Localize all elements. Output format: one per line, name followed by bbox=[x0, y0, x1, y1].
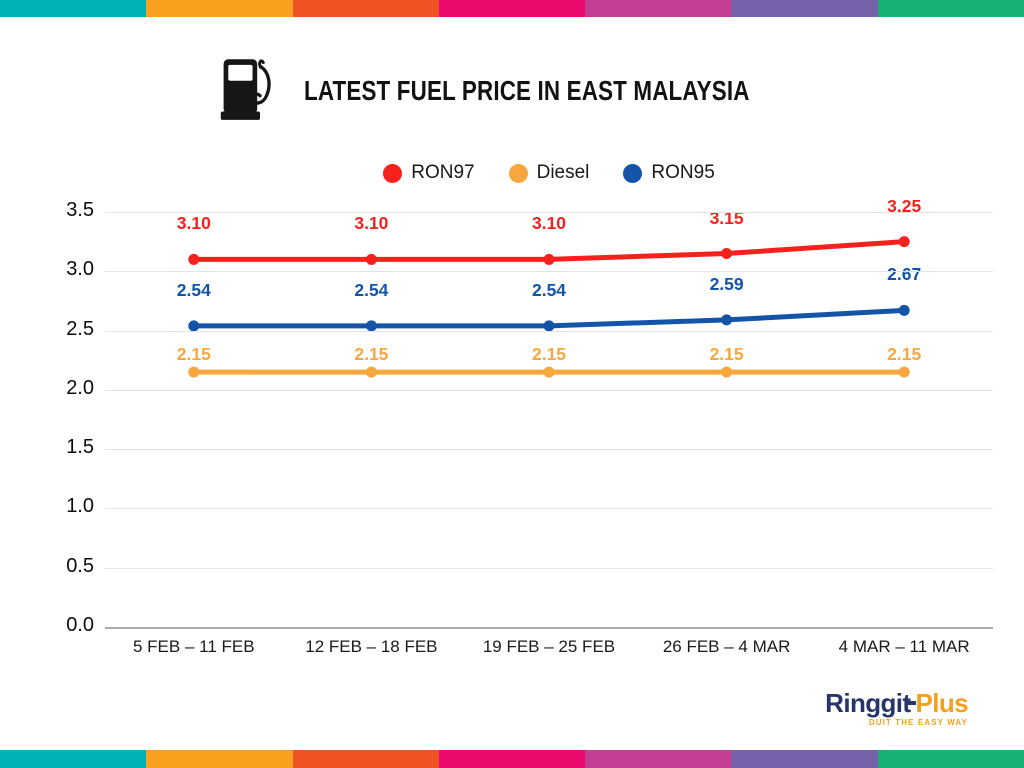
gridline bbox=[105, 271, 993, 273]
x-axis-tick-label: 4 MAR – 11 MAR bbox=[838, 637, 970, 656]
legend-label: Diesel bbox=[536, 162, 590, 183]
legend-item-ron97: RON97 bbox=[383, 162, 475, 184]
logo-tagline: DUIT THE EASY WAY bbox=[868, 718, 968, 728]
stripe-segment-4 bbox=[438, 750, 586, 768]
top-color-stripe bbox=[0, 0, 1024, 17]
stripe-segment-2 bbox=[146, 0, 293, 17]
x-axis-tick-label: 26 FEB – 4 MAR bbox=[662, 637, 791, 656]
stripe-segment-3 bbox=[292, 750, 439, 768]
stripe-segment-7 bbox=[877, 0, 1024, 17]
data-point-RON97 bbox=[543, 253, 555, 265]
fuel-pump-icon bbox=[220, 59, 271, 120]
value-label-RON95: 2.54 bbox=[176, 279, 211, 300]
data-point-RON97 bbox=[365, 253, 377, 265]
value-label-RON97: 3.10 bbox=[531, 213, 567, 234]
data-point-RON95 bbox=[543, 320, 555, 332]
y-axis-tick-label: 3.0 bbox=[66, 258, 94, 281]
x-axis-tick-label: 5 FEB – 11 FEB bbox=[133, 637, 255, 656]
data-point-Diesel bbox=[721, 366, 733, 378]
legend-dot-diesel bbox=[508, 163, 528, 183]
data-point-RON95 bbox=[721, 314, 733, 326]
value-label-RON97: 3.25 bbox=[887, 195, 922, 216]
chart-legend: RON97 Diesel RON95 bbox=[105, 162, 993, 184]
data-point-RON97 bbox=[721, 248, 733, 259]
value-label-RON97: 3.15 bbox=[709, 207, 744, 228]
logo-wordmark: Ringgit Plus bbox=[825, 688, 968, 718]
plot-area: 3.10 3.10 3.10 3.15 3.25 2.15 2.15 2.15 2.15 2.15… bbox=[105, 196, 993, 627]
stripe-segment-2 bbox=[146, 750, 293, 768]
data-point-RON95 bbox=[898, 304, 910, 316]
gridline bbox=[105, 567, 993, 569]
logo-plus-text: Plus bbox=[915, 688, 968, 718]
ringgitplus-logo: Ringgit Plus DUIT THE EASY WAY bbox=[825, 688, 968, 728]
y-axis-tick-label: 3.5 bbox=[66, 199, 94, 221]
gridline bbox=[105, 449, 993, 451]
legend-item-ron95: RON95 bbox=[623, 162, 715, 184]
bottom-color-stripe bbox=[0, 750, 1024, 768]
data-point-RON97 bbox=[898, 236, 910, 248]
stripe-segment-3 bbox=[292, 0, 439, 17]
legend-dot-ron95 bbox=[623, 163, 643, 183]
line-series-svg bbox=[188, 236, 910, 378]
page-title: LATEST FUEL PRICE IN EAST MALAYSIA bbox=[304, 75, 750, 106]
data-point-RON95 bbox=[188, 320, 200, 332]
data-point-RON95 bbox=[365, 320, 377, 332]
y-axis-tick-label: 2.0 bbox=[66, 376, 94, 399]
gridline bbox=[105, 508, 993, 510]
value-label-Diesel: 2.15 bbox=[887, 344, 922, 365]
value-label-RON95: 2.67 bbox=[887, 264, 922, 285]
y-axis-tick-label: 0.5 bbox=[66, 554, 94, 577]
value-label-Diesel: 2.15 bbox=[354, 344, 389, 365]
y-axis-tick-label: 1.0 bbox=[66, 495, 94, 518]
value-label-RON97: 3.10 bbox=[176, 213, 211, 234]
stripe-segment-1 bbox=[0, 750, 147, 768]
stripe-segment-7 bbox=[877, 750, 1024, 768]
x-axis-tick-label: 19 FEB – 25 FEB bbox=[482, 637, 616, 656]
stripe-segment-5 bbox=[585, 750, 732, 768]
legend-item-diesel: Diesel bbox=[508, 162, 590, 184]
value-label-RON95: 2.54 bbox=[531, 279, 567, 300]
y-axis-tick-label: 2.5 bbox=[66, 317, 94, 340]
legend-label: RON95 bbox=[651, 162, 715, 183]
value-label-RON97: 3.10 bbox=[354, 213, 389, 234]
stripe-segment-5 bbox=[585, 0, 732, 17]
stripe-segment-1 bbox=[0, 0, 147, 17]
value-label-Diesel: 2.15 bbox=[531, 344, 567, 365]
gridline bbox=[105, 212, 993, 213]
value-label-RON95: 2.59 bbox=[709, 273, 744, 294]
legend-dot-ron97 bbox=[383, 163, 403, 183]
x-axis-tick-label: 12 FEB – 18 FEB bbox=[305, 637, 438, 656]
gridline bbox=[105, 389, 993, 391]
data-point-Diesel bbox=[543, 366, 555, 378]
value-label-RON95: 2.54 bbox=[354, 279, 389, 300]
stripe-segment-6 bbox=[731, 0, 878, 17]
y-axis-tick-label: 0.0 bbox=[66, 614, 94, 636]
data-point-Diesel bbox=[188, 366, 200, 378]
value-label-Diesel: 2.15 bbox=[176, 344, 211, 365]
chart-header: LATEST FUEL PRICE IN EAST MALAYSIA bbox=[218, 56, 861, 126]
value-label-Diesel: 2.15 bbox=[709, 344, 744, 365]
data-point-Diesel bbox=[898, 366, 910, 378]
gridline bbox=[105, 330, 993, 332]
stripe-segment-4 bbox=[438, 0, 586, 17]
x-axis-line bbox=[105, 627, 993, 629]
data-point-RON97 bbox=[188, 253, 200, 265]
stripe-segment-6 bbox=[731, 750, 878, 768]
y-axis-tick-label: 1.5 bbox=[66, 436, 94, 459]
legend-label: RON97 bbox=[411, 162, 475, 183]
logo-ringgit-text: Ringgit bbox=[825, 688, 911, 718]
data-point-Diesel bbox=[365, 366, 377, 378]
logo-dash bbox=[907, 701, 917, 705]
